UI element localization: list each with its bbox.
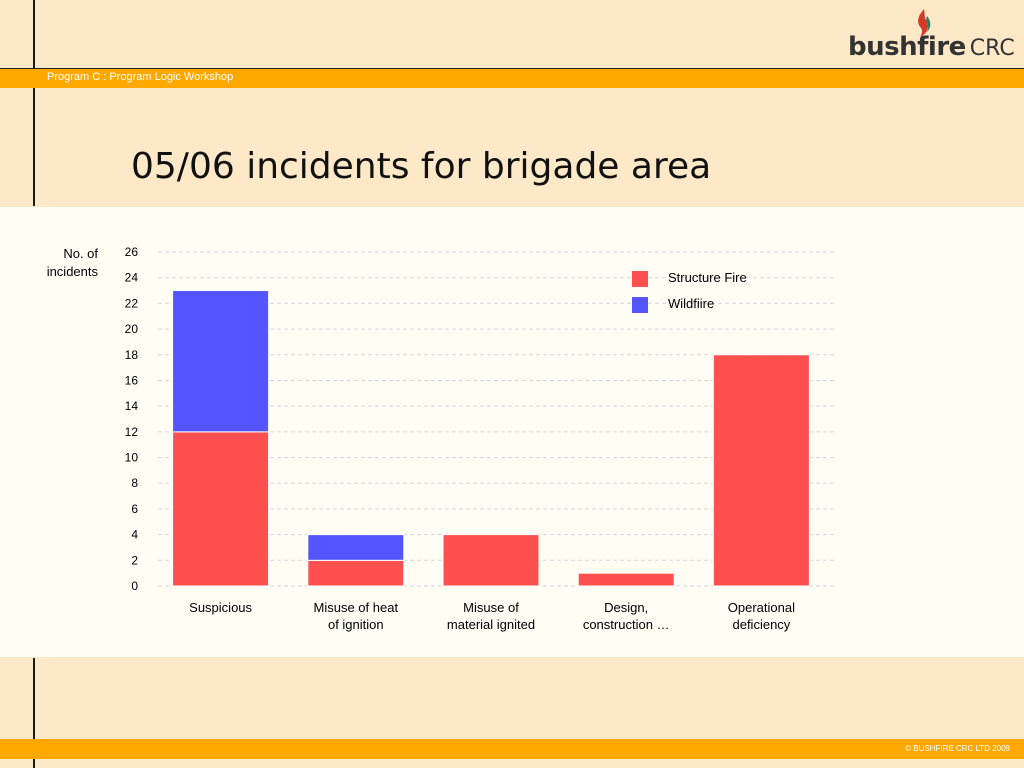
- bar-structure-fire: [712, 354, 810, 587]
- x-category-label: Misuse of material ignited: [446, 600, 536, 632]
- bar-structure-fire: [307, 559, 405, 587]
- y-axis-title: No. of incidents: [46, 246, 98, 279]
- y-tick-label: 24: [125, 271, 139, 285]
- y-tick-label: 22: [125, 296, 139, 310]
- logo-crc: CRC: [969, 36, 1015, 61]
- bar-wildfire: [307, 534, 405, 561]
- bar-structure-fire: [577, 572, 675, 587]
- chart-panel: 0 2 4 6 8 10 12 14 16 18 20 22 24 26 No. of incidents…: [0, 207, 1024, 657]
- x-category-label: Misuse of heat of ignition: [313, 600, 399, 632]
- legend-label: Structure Fire: [668, 270, 747, 285]
- y-tick-label: 16: [125, 373, 139, 387]
- logo-word: bushfire: [848, 32, 966, 62]
- flame-icon: [918, 9, 931, 37]
- x-category-label: Design, construction …: [582, 600, 670, 632]
- x-category-label: Suspicious: [189, 600, 253, 615]
- footer-bar: © BUSHFIRE CRC LTD 2009: [0, 739, 1024, 759]
- y-tick-label: 20: [125, 322, 139, 336]
- y-tick-label: 4: [131, 528, 138, 542]
- program-label: Program C : Program Logic Workshop: [47, 71, 234, 83]
- x-category-label: Operational deficiency: [727, 600, 795, 632]
- y-tick-label: 14: [125, 399, 139, 413]
- left-divider-line: [33, 0, 35, 206]
- y-tick-label: 8: [131, 476, 138, 490]
- legend-label: Wildfiire: [668, 296, 715, 311]
- header-bar: Program C : Program Logic Workshop: [0, 68, 1024, 88]
- left-divider-line-bottom: [33, 658, 35, 768]
- legend-swatch: [632, 271, 648, 287]
- y-tick-label: 0: [131, 579, 138, 593]
- y-tick-label: 6: [131, 502, 138, 516]
- y-tick-label: 18: [125, 348, 139, 362]
- bar-wildfire: [172, 290, 270, 433]
- bushfire-crc-logo: bushfire CRC: [848, 8, 1015, 64]
- y-tick-label: 2: [131, 553, 138, 567]
- y-tick-label: 26: [125, 245, 139, 259]
- slide-title: 05/06 incidents for brigade area: [131, 146, 712, 187]
- bar-structure-fire: [172, 431, 270, 587]
- logo-text: bushfire CRC: [848, 32, 1015, 62]
- y-tick-label: 10: [125, 451, 139, 465]
- bar-structure-fire: [442, 534, 540, 587]
- y-tick-label: 12: [125, 425, 139, 439]
- legend-swatch: [632, 297, 648, 313]
- copyright-text: © BUSHFIRE CRC LTD 2009: [905, 744, 1010, 753]
